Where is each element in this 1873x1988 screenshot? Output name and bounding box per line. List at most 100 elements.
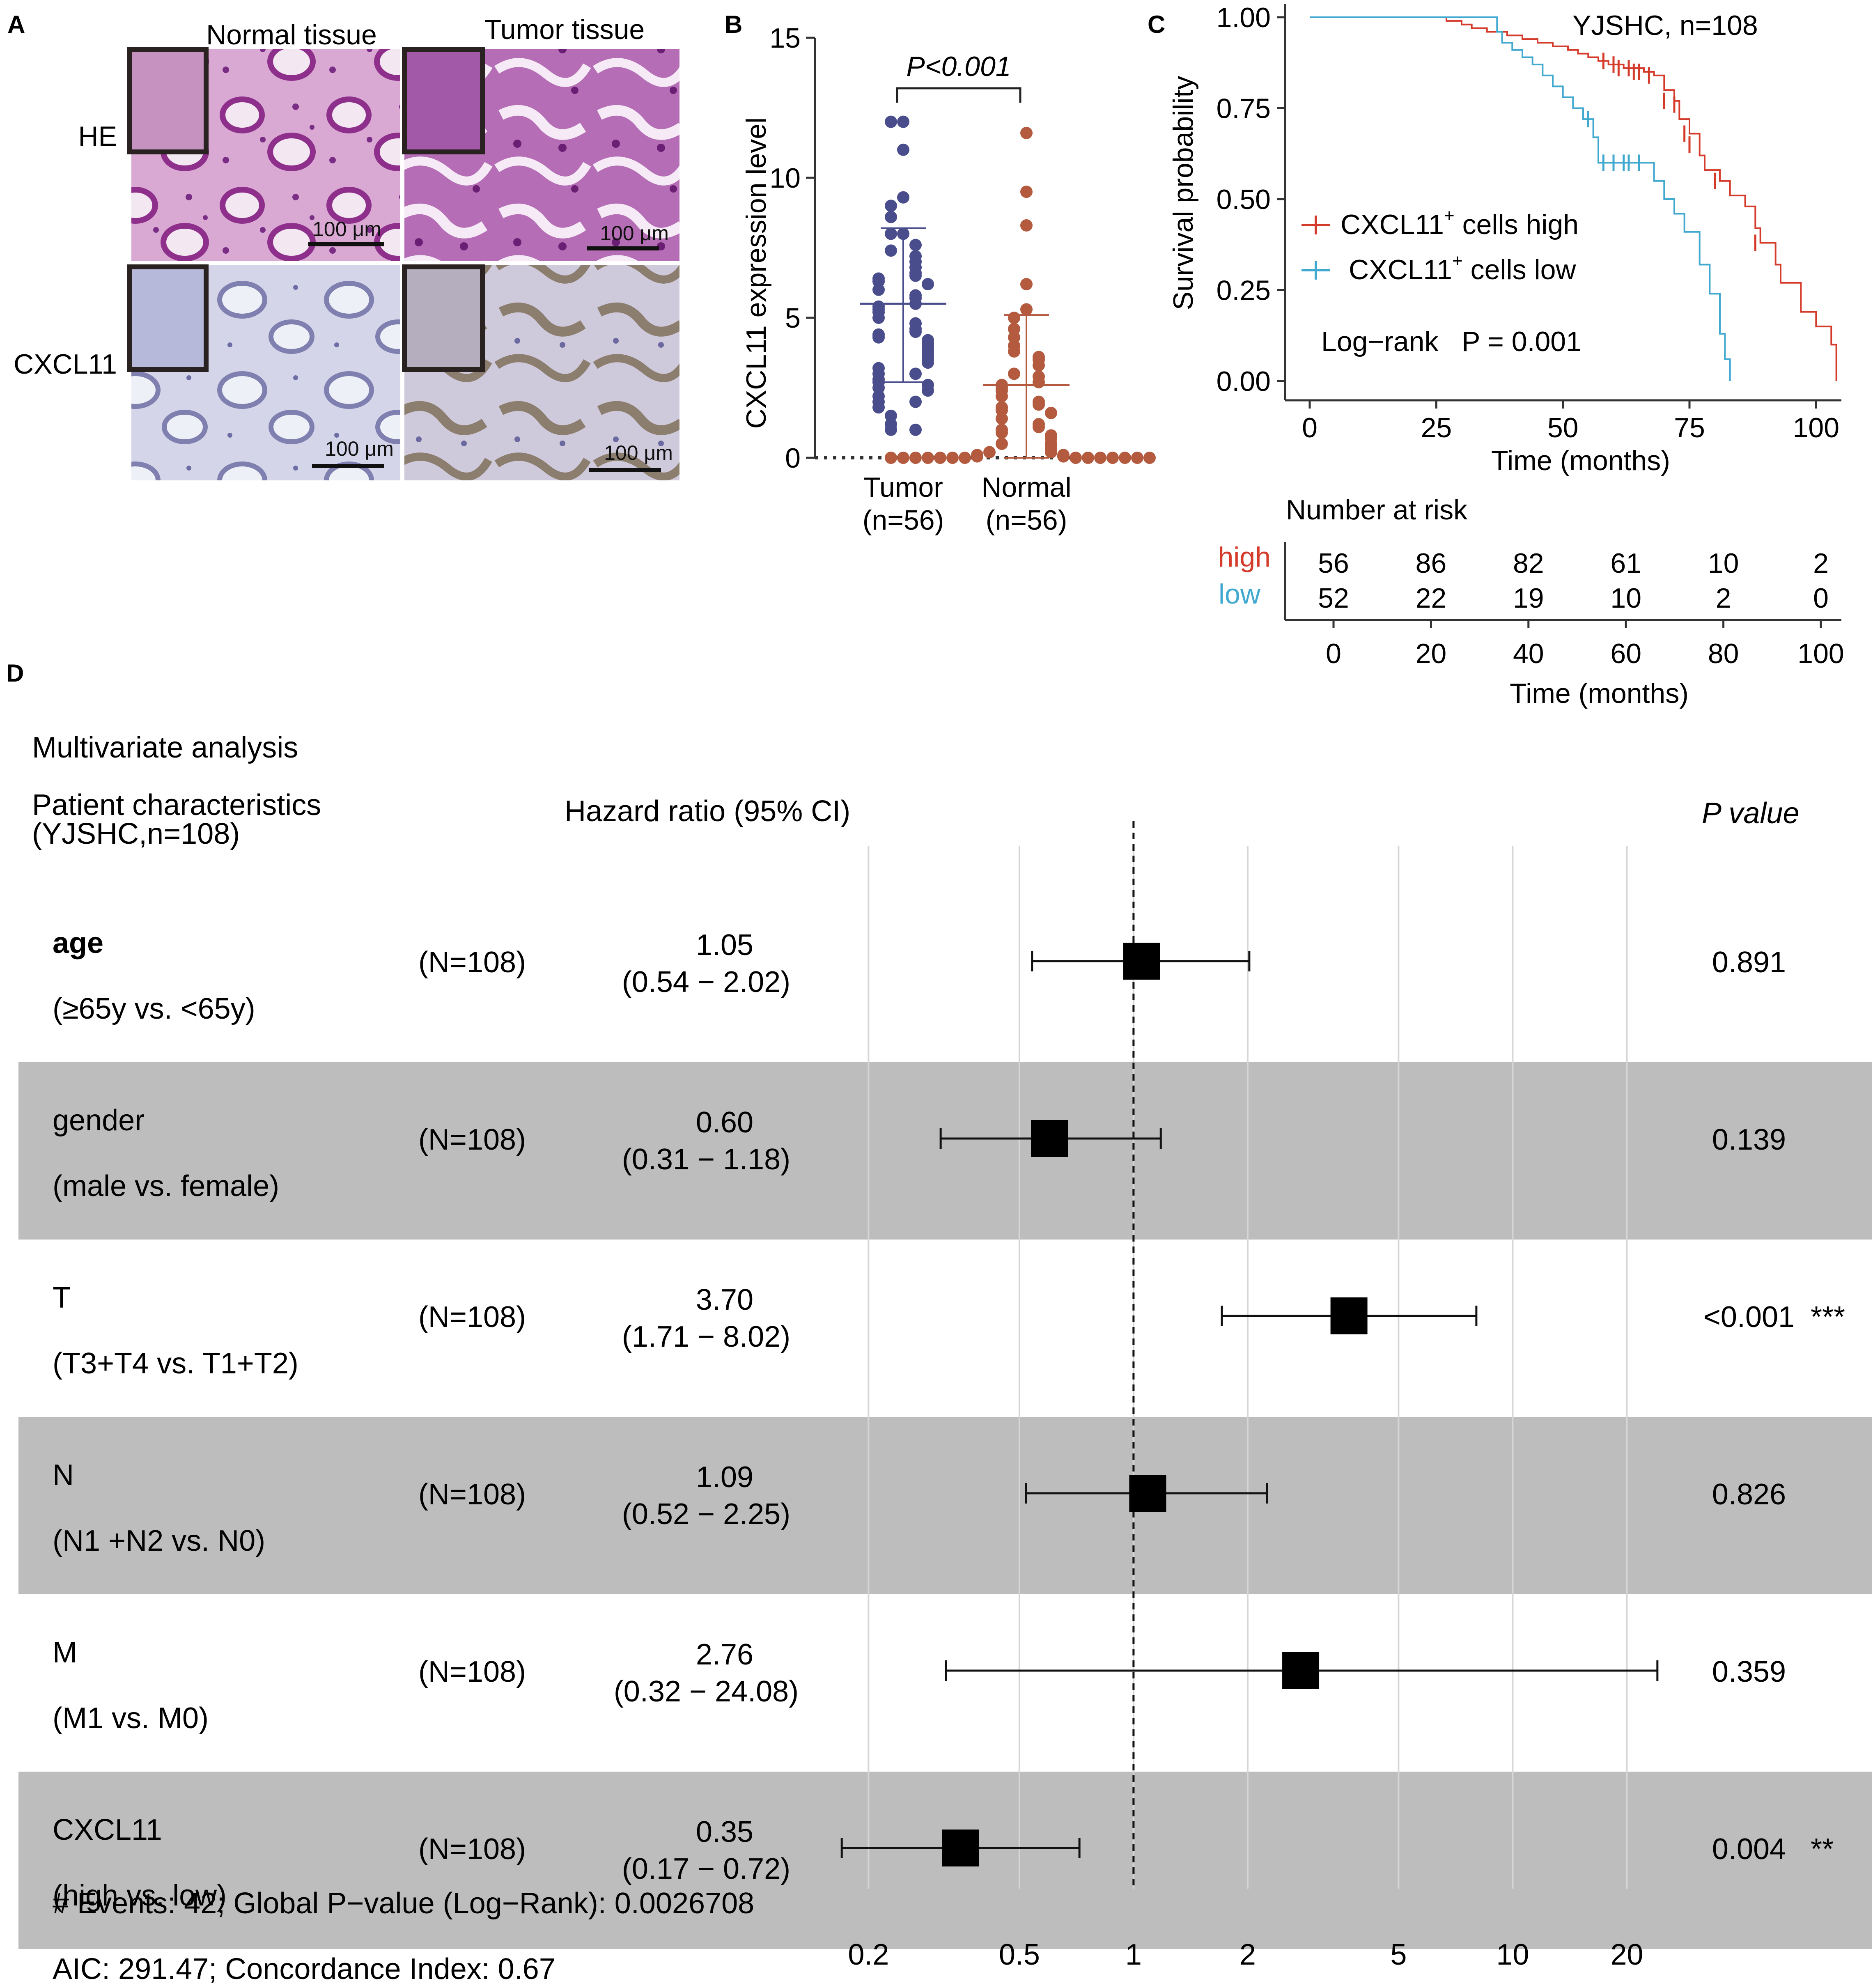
row-n: (N=108) (418, 1301, 526, 1334)
c-ytick-label: 0.75 (1217, 93, 1271, 124)
b-point-tumor (885, 227, 897, 240)
b-point-normal (1045, 406, 1057, 419)
row-hr: 0.35 (696, 1816, 753, 1848)
c-xtick-label: 25 (1421, 412, 1452, 443)
panel-c: C 0.000.250.500.751.000 25 50 75 100 Surviva… (1148, 2, 1844, 709)
b-summary (860, 227, 1070, 459)
risk-count-high: 2 (1813, 548, 1829, 579)
b-point-normal (1045, 446, 1057, 459)
d-rows: age (≥65y vs. <65y) (N=108) 1.05 (0.54 − 2.0… (53, 927, 1845, 1912)
row-var: gender (53, 1104, 145, 1137)
hr-point (942, 1830, 979, 1866)
row-hr: 1.05 (696, 929, 753, 962)
b-point-normal (959, 452, 971, 464)
hr-point (1123, 943, 1160, 980)
b-point-normal (996, 412, 1008, 425)
scale-label: 100 μm (312, 218, 381, 241)
risk-xtick-label: 100 (1797, 638, 1844, 669)
risk-count-high: 10 (1708, 548, 1739, 579)
b-xtick-normal: Normal (981, 472, 1071, 503)
b-point-tumor (897, 115, 909, 128)
risk-count-high: 61 (1610, 548, 1641, 579)
risk-title: Number at risk (1286, 494, 1468, 526)
row-var: N (53, 1459, 74, 1492)
row-ci: (0.17 − 0.72) (622, 1853, 790, 1885)
b-point-normal (885, 452, 897, 464)
b-point-normal (971, 450, 983, 463)
risk-count-low: 19 (1513, 583, 1544, 614)
b-point-tumor (872, 312, 885, 324)
b-point-normal (1008, 312, 1020, 324)
b-point-normal (1020, 303, 1033, 316)
b-point-tumor (897, 143, 909, 156)
row-stars: *** (1811, 1301, 1845, 1334)
legend-item-low: CXCL11+ cells low (1301, 251, 1576, 285)
c-legend: CXCL11+ cells high CXCL11+ cells low (1301, 206, 1579, 285)
risk-count-low: 52 (1318, 583, 1349, 614)
col-label-tumor: Tumor tissue (484, 14, 645, 45)
col-label-normal: Normal tissue (206, 19, 377, 51)
c-xtick-label: 75 (1674, 412, 1705, 443)
b-point-normal (996, 437, 1008, 450)
c-xlabel: Time (months) (1491, 445, 1670, 476)
inset-box (402, 47, 485, 154)
b-point-tumor (909, 269, 922, 282)
tile-he-normal: 100 μm (127, 47, 400, 261)
risk-table: Number at risk high low 56 86 82 61 10 2 52 22 1… (1218, 494, 1844, 709)
legend-low-suffix: cells low (1463, 254, 1577, 285)
b-point-normal (1020, 186, 1033, 198)
b-point-normal (1033, 398, 1045, 411)
tile-ihc-normal: 100 μm (127, 264, 400, 480)
row-level: (≥65y vs. <65y) (53, 992, 255, 1025)
d-header-cohort: (YJSHC,n=108) (32, 817, 240, 850)
b-point-normal (897, 452, 909, 464)
hr-point (1282, 1652, 1320, 1689)
row-hr: 2.76 (696, 1638, 753, 1671)
row-hr: 3.70 (696, 1283, 753, 1316)
row-n: (N=108) (418, 1833, 526, 1866)
b-point-normal (1057, 450, 1070, 463)
b-point-normal (996, 426, 1008, 439)
b-point-tumor (885, 423, 897, 436)
b-point-tumor (872, 331, 885, 344)
row-ci: (1.71 − 8.02) (622, 1320, 790, 1353)
b-point-tumor (885, 211, 897, 223)
d-header-hr: Hazard ratio (95% CI) (565, 795, 850, 828)
c-xtick-label: 100 (1793, 412, 1839, 443)
risk-xtick-label: 60 (1610, 638, 1641, 669)
risk-xlabel: Time (months) (1510, 678, 1689, 709)
d-xtick-label: 2 (1239, 1938, 1256, 1971)
b-point-normal (1020, 219, 1033, 232)
b-axes: 0 5 10 15 (769, 23, 1104, 474)
d-header-var: Patient characteristics (32, 789, 321, 822)
row-var: M (53, 1636, 77, 1669)
km-curve-low (1310, 16, 1731, 381)
d-xtick-label: 1 (1125, 1938, 1142, 1971)
panel-a: A Normal tissue Tumor tissue HE CXCL11 1… (7, 11, 679, 480)
c-ytick-label: 0.00 (1217, 366, 1271, 397)
c-xtick-label: 50 (1547, 412, 1579, 443)
c-ytick-label: 0.25 (1217, 275, 1271, 306)
row-p: <0.001 (1703, 1301, 1795, 1334)
d-footer-events: # Events: 42; Global P−value (Log−Rank):… (53, 1887, 754, 1920)
row-n: (N=108) (418, 1123, 526, 1156)
b-point-normal (996, 390, 1008, 402)
row-level: (high vs. low) (53, 1879, 227, 1912)
risk-count-high: 86 (1416, 548, 1447, 579)
hr-point (1129, 1475, 1166, 1512)
row-label-cxcl11: CXCL11 (14, 349, 117, 380)
row-p: 0.891 (1712, 946, 1786, 979)
b-point-normal (1106, 452, 1119, 464)
risk-group-low: low (1219, 578, 1261, 610)
risk-xtick-label: 80 (1708, 638, 1739, 669)
risk-count-low: 2 (1716, 583, 1731, 614)
d-title: Multivariate analysis (32, 731, 298, 764)
legend-high-sup: + (1444, 206, 1455, 226)
b-point-tumor (909, 239, 922, 251)
row-label-he: HE (78, 121, 117, 152)
row-hr: 0.60 (696, 1106, 753, 1139)
svg-text:CXCL11+ cells high: CXCL11+ cells high (1340, 206, 1579, 240)
row-level: (M1 vs. M0) (53, 1702, 209, 1735)
c-logrank: Log−rank P = 0.001 (1321, 326, 1581, 357)
b-pvalue-annotation: P<0.001 (906, 51, 1011, 82)
